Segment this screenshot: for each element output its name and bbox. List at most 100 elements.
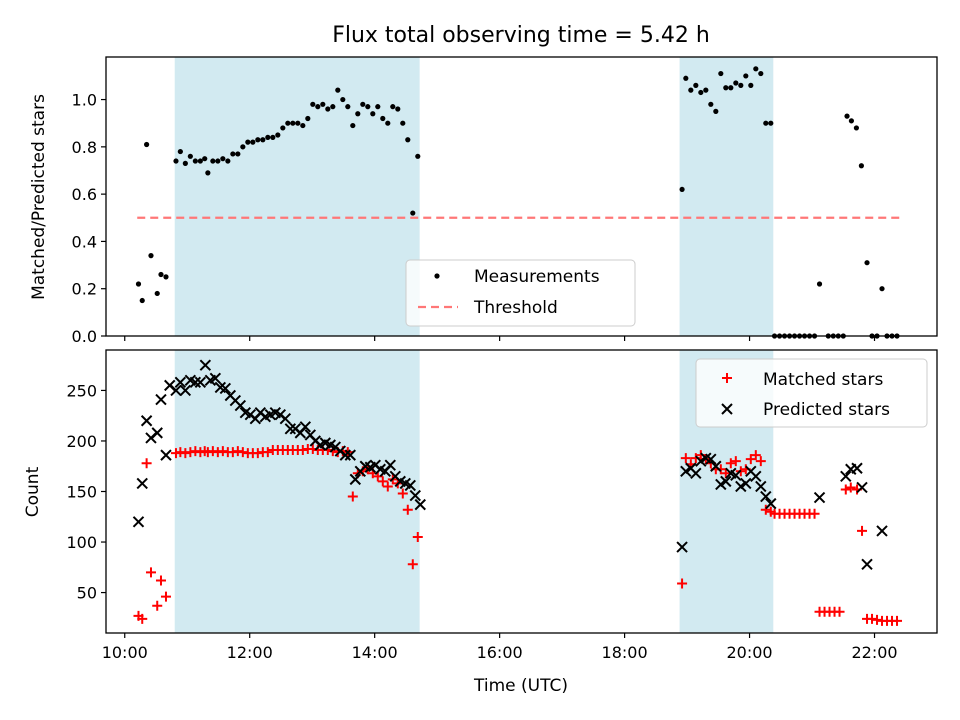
matched-stars-point (730, 456, 741, 467)
y-tick-label: 150 (66, 483, 97, 502)
matched-stars-point (872, 614, 883, 625)
predicted-stars-point (199, 359, 212, 371)
measurement-point (864, 260, 870, 266)
predicted-stars-point (189, 376, 202, 389)
matched-stars-point (867, 613, 878, 624)
predicted-stars-point (299, 421, 312, 433)
measurement-point (260, 137, 266, 143)
predicted-stars-point (750, 470, 762, 483)
measurement-point (816, 281, 823, 287)
predicted-stars-point (179, 384, 192, 397)
predicted-stars-point (813, 491, 826, 504)
matched-stars-point (202, 447, 213, 458)
measurement-point (360, 101, 366, 107)
matched-stars-point (170, 448, 181, 459)
predicted-stars-point (219, 382, 232, 395)
matched-stars-point (412, 531, 423, 542)
shaded-interval-1 (174, 57, 420, 336)
matched-stars-point (152, 600, 163, 611)
y-tick-label: 0.2 (72, 280, 97, 299)
legend-measurement-marker (434, 273, 440, 279)
measurement-point (405, 137, 411, 143)
predicted-stars-point (339, 449, 352, 461)
matched-stars-point (212, 447, 223, 458)
matched-stars-point (207, 446, 218, 457)
y-tick-label: 200 (66, 432, 97, 451)
matched-stars-point (185, 447, 196, 458)
predicted-stars-point (349, 473, 362, 486)
shaded-interval-2 (679, 57, 774, 336)
measurement-point (205, 170, 211, 176)
bottom-panel-counts: 50 100 150 200 250 10:00 12:00 14:00 16:00 18:00… (23, 349, 938, 662)
measurement-point (410, 210, 416, 216)
measurement-point (139, 297, 145, 304)
predicted-stars-point (730, 469, 742, 482)
predicted-stars-point (155, 393, 167, 406)
matched-stars-point (232, 446, 243, 457)
x-tick-label: 22:00 (851, 643, 897, 662)
predicted-stars-point (170, 384, 182, 397)
matched-stars-point (227, 447, 238, 458)
predicted-stars-point (160, 449, 172, 461)
measurement-point (380, 115, 386, 122)
measurement-point (240, 144, 246, 150)
bottom-panel-ylabel: Count (23, 466, 43, 517)
measurement-point (375, 104, 381, 110)
measurement-point (300, 122, 306, 129)
measurement-point (708, 101, 714, 107)
legend-predicted-marker (721, 403, 733, 415)
legend-predicted-label: Predicted stars (763, 400, 890, 420)
measurement-point (192, 158, 198, 164)
top-panel-legend: Measurements Threshold (405, 259, 636, 327)
measurement-point (187, 153, 193, 159)
matched-stars-point (750, 450, 761, 461)
predicted-stars-point (414, 498, 426, 511)
measurement-point (255, 137, 261, 143)
measurement-point (733, 80, 739, 86)
measurement-point (182, 160, 188, 166)
y-tick-label: 50 (77, 584, 97, 603)
top-panel-ylabel: Matched/Predicted stars (29, 94, 49, 300)
measurement-point (315, 104, 321, 110)
y-tick-label: 0.4 (72, 232, 97, 251)
predicted-stars-point (720, 475, 732, 488)
x-tick-label: 18:00 (602, 643, 648, 662)
matched-stars-point (402, 504, 413, 515)
measurement-point (310, 101, 316, 107)
matched-stars-point (755, 456, 766, 467)
matched-stars-point (141, 458, 152, 469)
measurement-point (280, 125, 286, 131)
measurement-point (844, 113, 850, 119)
measurement-point (390, 104, 396, 110)
measurement-point (158, 271, 164, 278)
legend-measurements-label: Measurements (474, 267, 600, 287)
predicted-stars-point (344, 449, 357, 461)
measurement-point (177, 148, 183, 155)
measurement-point (385, 120, 391, 126)
measurement-point (275, 132, 281, 138)
predicted-stars-point (409, 489, 421, 502)
predicted-stars-point (284, 423, 297, 435)
measurement-point (365, 104, 371, 110)
predicted-stars-point (840, 470, 852, 483)
matched-stars-point (720, 468, 731, 479)
matched-stars-point (725, 458, 736, 469)
measurement-point (858, 163, 864, 169)
measurement-point (703, 87, 709, 93)
predicted-stars-point (710, 460, 722, 472)
predicted-stars-point (140, 415, 153, 427)
predicted-stars-point (194, 376, 207, 389)
measurement-point (350, 122, 356, 129)
measurement-point (154, 290, 160, 297)
measurement-point (395, 106, 401, 112)
matched-stars-point (840, 484, 851, 495)
legend-box (695, 358, 928, 428)
predicted-stars-point (234, 399, 247, 412)
bottom-panel-legend: Matched stars Predicted stars (695, 358, 928, 428)
measurement-point (285, 120, 291, 126)
matched-stars-point (377, 476, 388, 487)
measurement-point (879, 286, 885, 292)
measurement-point (163, 274, 169, 280)
predicted-stars-point (705, 453, 717, 465)
